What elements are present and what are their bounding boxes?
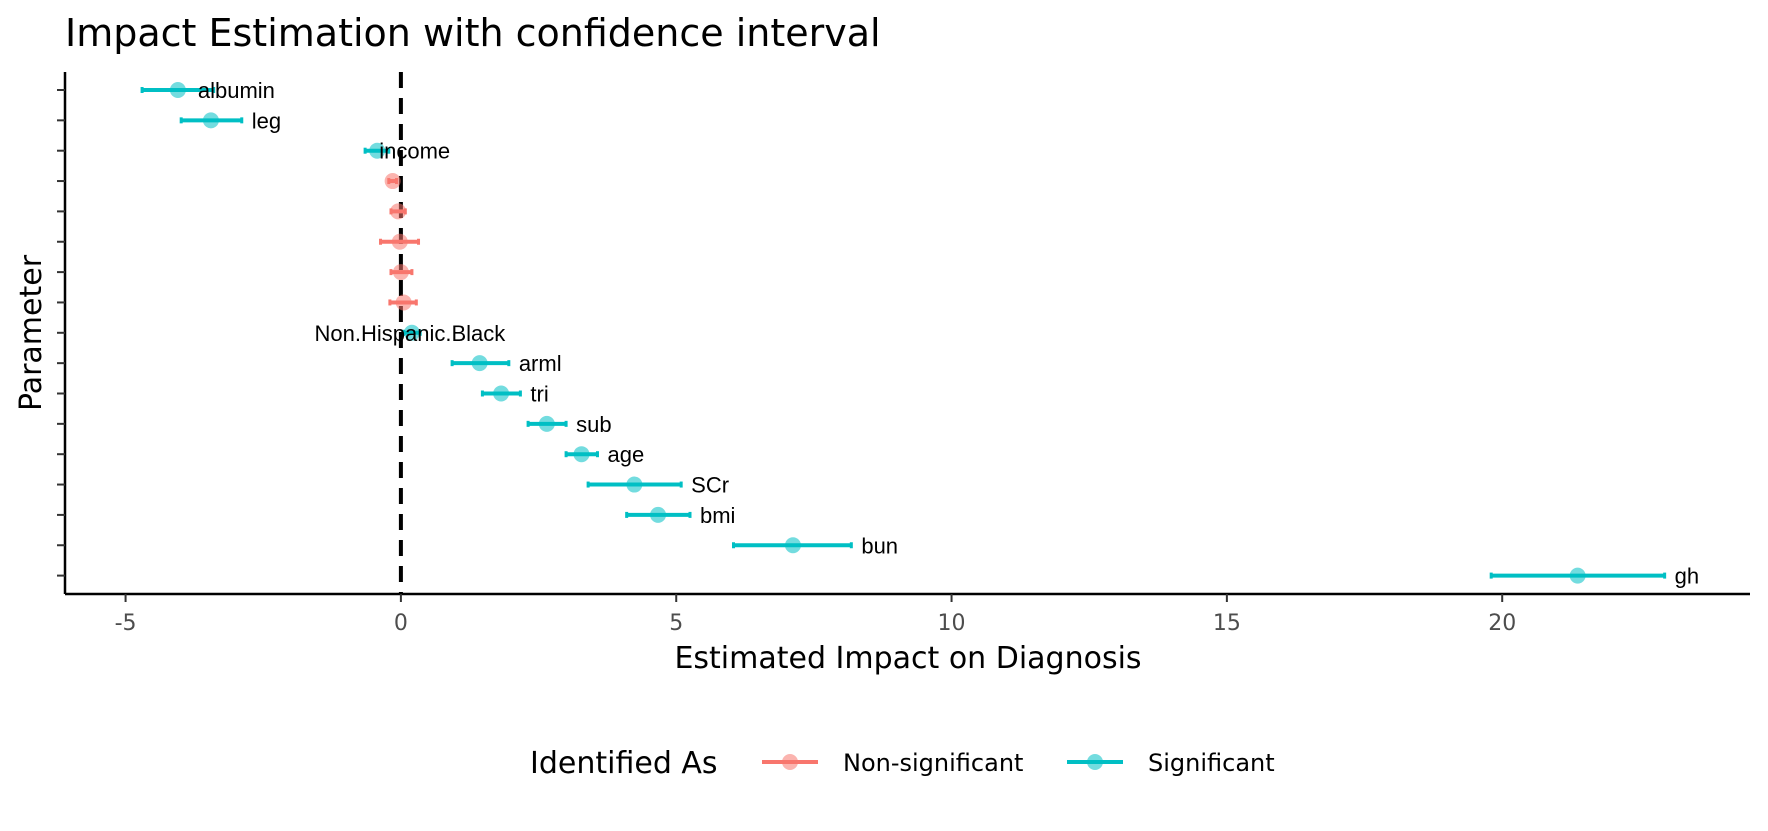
- ci-row: [388, 294, 418, 311]
- estimate-point: [169, 82, 186, 98]
- estimate-point: [626, 476, 643, 493]
- legend: Identified As Non-significant Significan…: [530, 746, 1275, 781]
- legend-point-non-significant: [782, 754, 798, 770]
- parameter-label: arml: [519, 351, 562, 376]
- x-tick-label: 20: [1488, 611, 1516, 636]
- parameter-label: Non.Hispanic.Black: [315, 321, 507, 346]
- x-tick-label: 10: [938, 611, 966, 636]
- estimate-point: [384, 173, 401, 190]
- parameter-label: age: [607, 442, 644, 467]
- ci-row: [363, 142, 391, 159]
- x-tick-label: 15: [1213, 611, 1241, 636]
- legend-label-significant: Significant: [1148, 749, 1275, 777]
- ci-row: [1489, 567, 1667, 584]
- ci-row: [384, 173, 401, 190]
- estimate-point: [403, 324, 420, 341]
- parameter-label: leg: [252, 108, 281, 133]
- ci-row: [402, 324, 422, 341]
- ci-row: [389, 203, 407, 220]
- estimate-point: [573, 446, 590, 463]
- estimate-point: [369, 142, 386, 159]
- chart-title: Impact Estimation with confidence interv…: [65, 11, 881, 55]
- estimate-point: [395, 294, 412, 311]
- estimate-point: [784, 537, 801, 554]
- ci-row: [564, 446, 599, 463]
- parameter-label: SCr: [691, 473, 729, 498]
- parameter-labels: albumin leg income Non.Hispanic.Black arml tr…: [198, 78, 1699, 589]
- x-tick-label: 0: [394, 611, 408, 636]
- parameter-label: sub: [576, 412, 611, 437]
- estimate-point: [1569, 567, 1586, 584]
- ci-row: [140, 82, 216, 98]
- ci-row: [389, 264, 414, 281]
- estimate-point: [391, 233, 408, 250]
- ci-row: [179, 112, 244, 129]
- x-axis-title: Estimated Impact on Diagnosis: [674, 641, 1141, 676]
- y-axis-ticks: [57, 89, 65, 577]
- ci-row: [379, 233, 421, 250]
- estimate-point: [538, 415, 555, 432]
- parameter-label: gh: [1675, 564, 1699, 589]
- ci-row: [586, 476, 683, 493]
- ci-row: [625, 506, 692, 523]
- ci-row: [731, 537, 853, 554]
- parameter-label: albumin: [198, 78, 275, 103]
- legend-label-non-significant: Non-significant: [843, 749, 1023, 777]
- confidence-intervals: [140, 82, 1667, 584]
- ci-row: [480, 385, 522, 402]
- estimate-point: [202, 112, 219, 129]
- estimate-point: [471, 355, 488, 372]
- ci-row: [450, 355, 511, 372]
- legend-title: Identified As: [530, 746, 718, 781]
- x-tick-label: -5: [115, 611, 137, 636]
- estimate-point: [493, 385, 510, 402]
- x-axis-ticks: -5 0 5 10 15 20: [115, 594, 1516, 636]
- parameter-label: tri: [530, 382, 548, 407]
- plot-area: -5 0 5 10 15 20 albumin leg income Non.Hispanic.…: [57, 72, 1750, 636]
- estimate-point: [392, 264, 409, 281]
- parameter-label: bmi: [700, 503, 735, 528]
- x-tick-label: 5: [669, 611, 683, 636]
- y-axis-title: Parameter: [14, 254, 49, 411]
- parameter-label: bun: [861, 533, 898, 558]
- estimate-point: [650, 506, 667, 523]
- parameter-label: income: [379, 139, 450, 164]
- estimate-point: [390, 203, 407, 220]
- legend-point-significant: [1087, 754, 1103, 770]
- ci-row: [526, 415, 568, 432]
